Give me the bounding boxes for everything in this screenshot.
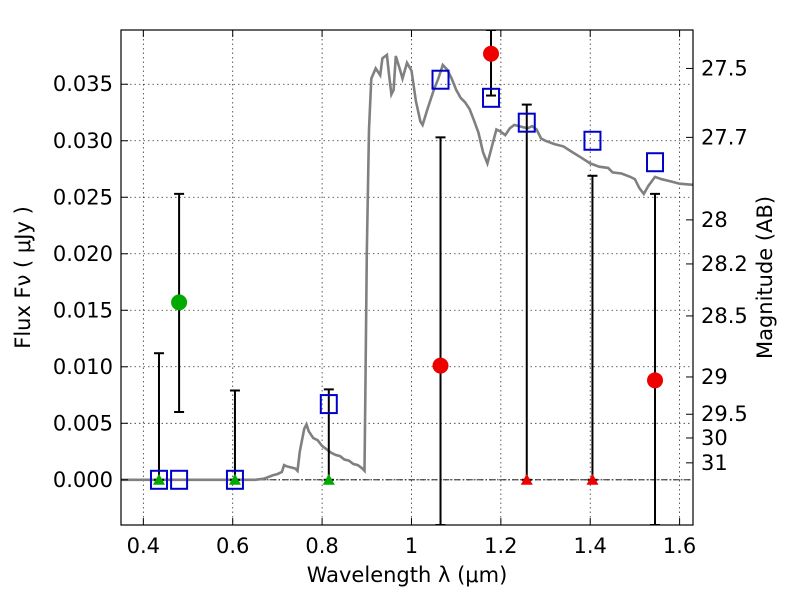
x-tick-label: 1.4 xyxy=(574,534,607,558)
model-photometry-square xyxy=(431,69,450,90)
y-tick-label: 0.025 xyxy=(53,185,113,209)
model-photometry-square xyxy=(170,469,189,490)
right-tick-label: 31 xyxy=(701,451,728,475)
model-photometry-square xyxy=(646,152,665,173)
right-tick-label: 29 xyxy=(701,365,728,389)
y-tick-label: 0.030 xyxy=(53,129,113,153)
y-tick-label: 0.010 xyxy=(53,355,113,379)
upper-limit-marker xyxy=(586,473,599,485)
y-tick-label: 0.020 xyxy=(53,242,113,266)
plot-frame xyxy=(120,29,694,526)
series-layer xyxy=(121,30,693,525)
grid xyxy=(121,30,693,525)
upper-limit-marker xyxy=(322,473,335,485)
y-tick-label: 0.015 xyxy=(53,298,113,322)
right-tick-label: 28.5 xyxy=(701,304,748,328)
x-tick-label: 0.4 xyxy=(127,534,160,558)
right-axis-title: Magnitude (AB) xyxy=(753,196,777,359)
right-tick-label: 27.7 xyxy=(701,125,748,149)
model-photometry-square xyxy=(149,469,168,490)
x-tick-label: 1 xyxy=(405,534,418,558)
y-tick-label: 0.005 xyxy=(53,411,113,435)
y-tick-label: 0.035 xyxy=(53,72,113,96)
model-photometry-square xyxy=(482,87,501,108)
x-tick-label: 1.2 xyxy=(484,534,517,558)
x-axis-title: Wavelength λ (μm) xyxy=(307,563,508,587)
right-tick-label: 29.5 xyxy=(701,402,748,426)
upper-limit-marker xyxy=(152,473,165,485)
detection-point xyxy=(171,294,188,311)
x-tick-label: 0.8 xyxy=(305,534,338,558)
right-tick-label: 28 xyxy=(701,208,728,232)
model-photometry-square xyxy=(517,112,536,133)
model-spectrum-line xyxy=(121,52,693,482)
x-tick-label: 0.6 xyxy=(216,534,249,558)
model-photometry-square xyxy=(583,130,602,151)
upper-limit-marker xyxy=(228,473,241,485)
model-photometry-square xyxy=(225,469,244,490)
right-tick-label: 30 xyxy=(701,426,728,450)
right-tick-label: 28.2 xyxy=(701,252,748,276)
upper-limit-marker xyxy=(520,473,533,485)
detection-point xyxy=(647,372,664,389)
y-axis-title: Flux Fν ( μJy ) xyxy=(11,206,35,349)
right-tick-label: 27.5 xyxy=(701,56,748,80)
model-photometry-square xyxy=(319,394,338,415)
detection-point xyxy=(483,45,500,62)
detection-point xyxy=(432,357,449,374)
y-tick-label: 0.000 xyxy=(53,468,113,492)
x-tick-label: 1.6 xyxy=(663,534,696,558)
ticks: 0.4 0.6 0.8 1 1.2 1.4 1.6 0.000 0.005 0.010 0.015 0… xyxy=(53,30,748,558)
